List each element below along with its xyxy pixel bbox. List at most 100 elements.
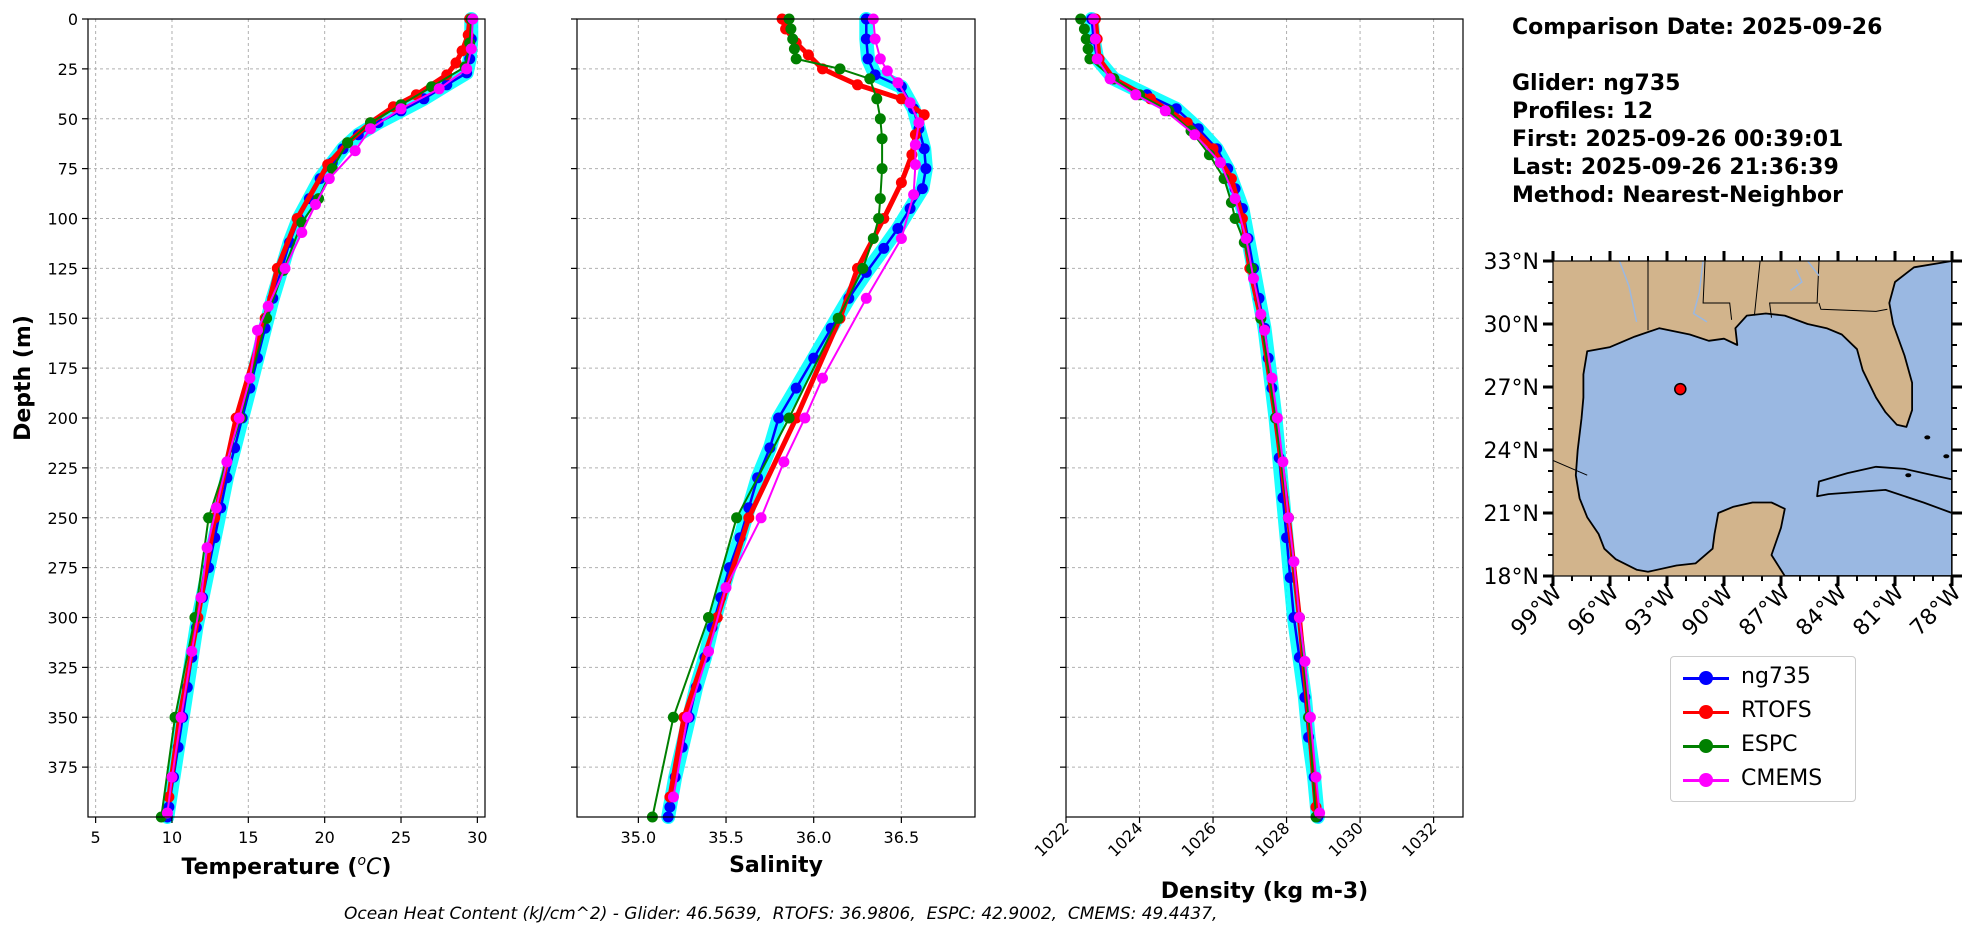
x-axis-label: Density (kg m-3) [1161,879,1369,904]
data-point-espc [1078,23,1090,35]
map-lat-label: 27°N [1484,376,1539,401]
last-profile-time: Last: 2025-09-26 21:36:39 [1512,155,1839,180]
x-tick-label: 1022 [1031,818,1073,860]
x-tick-label: 20 [314,828,334,847]
gulf-of-mexico-water [1574,261,1952,576]
info-spacer [1512,42,1882,70]
data-point-cmems [166,771,178,783]
first-profile-time: First: 2025-09-26 00:39:01 [1512,127,1844,152]
data-point-rtofs [743,512,755,524]
island-marker [1924,435,1931,440]
data-point-cmems [895,233,907,244]
data-point-cmems [881,65,893,77]
x-tick-label: 1030 [1325,818,1367,860]
island-marker [1905,473,1912,478]
data-point-cmems [1214,157,1226,169]
data-point-rtofs [852,79,863,91]
data-point-rtofs [802,49,814,61]
island-marker [1943,454,1950,459]
river [1807,261,1820,277]
y-tick-label: 100 [47,210,78,229]
data-point-cmems [210,502,222,514]
data-point-cmems [461,63,473,75]
map-frame [1552,260,1953,577]
legend-entry-rtofs: RTOFS [1679,697,1849,727]
x-tick-label: 25 [391,828,411,847]
x-tick-label: 35.5 [708,828,744,847]
data-point-rtofs [895,93,907,105]
legend-marker [1699,739,1713,753]
profile-count: Profiles: 12 [1512,99,1654,124]
data-point-cmems [1189,129,1201,141]
data-point-rtofs [918,109,930,121]
data-point-cmems [1288,556,1300,568]
data-point-espc [667,711,679,723]
y-tick-label: 0 [68,10,78,29]
y-axis-label: Depth (m) [11,315,36,441]
legend-label: CMEMS [1741,766,1823,791]
data-point-cmems [1259,324,1270,336]
data-point-cmems [262,300,274,312]
data-point-espc [1080,33,1092,45]
data-point-cmems [1248,272,1259,284]
data-point-cmems [1310,771,1322,783]
data-point-espc [731,512,743,524]
island-marker [1953,442,1959,446]
river [1790,269,1803,292]
data-point-cmems [817,372,828,384]
data-point-cmems [349,145,361,157]
political-border [1769,261,1820,318]
y-tick-label: 125 [47,259,78,278]
x-axis-label: Temperature (oC) [182,853,392,880]
map-lat-label: 21°N [1484,502,1539,527]
legend-marker [1699,671,1713,685]
data-point-espc [864,73,876,85]
data-point-cmems [244,372,256,384]
map-lon-label: 84°W [1792,580,1853,641]
x-tick-label: 1026 [1178,818,1220,860]
data-point-cmems [433,83,445,95]
data-point-cmems [778,456,790,468]
data-point-cmems [365,123,376,135]
data-point-espc [783,412,795,424]
data-point-cmems [186,645,198,657]
data-point-cmems [869,33,881,45]
x-tick-label: 5 [91,828,101,847]
x-tick-label: 1028 [1251,818,1293,860]
data-point-ng735 [878,242,890,254]
data-point-cmems [908,189,920,201]
salinity-panel: 35.0 35.5 36.0 36.5 Salinity [571,12,976,878]
data-point-espc [857,262,869,274]
data-point-ng735 [920,163,932,175]
legend-label: RTOFS [1741,698,1812,723]
series-line-cmems [166,18,474,814]
glider-name: Glider: ng735 [1512,71,1681,96]
x-tick-label: 36.5 [884,828,920,847]
map-lat-label: 24°N [1484,439,1539,464]
data-point-espc [832,312,844,324]
data-point-ng735 [773,412,785,424]
data-point-espc [874,113,886,125]
data-point-espc [342,137,354,149]
y-tick-label: 200 [47,409,78,428]
interpolation-method: Method: Nearest-Neighbor [1512,183,1843,208]
y-tick-label: 375 [47,758,78,777]
data-point-cmems [161,807,173,819]
legend-entry-cmems: CMEMS [1679,765,1849,795]
data-point-cmems [1089,33,1101,45]
data-point-cmems [233,412,245,424]
data-point-cmems [1266,372,1278,384]
data-point-cmems [1304,711,1316,723]
data-point-espc [874,193,886,205]
glider-location-map: 33°N30°N27°N24°N21°N18°N99°W96°W93°W90°W… [1484,250,1967,641]
x-tick-label: 1032 [1398,818,1440,860]
y-tick-label: 350 [47,708,78,727]
glider-location-marker [1674,382,1687,396]
river [1692,261,1708,323]
legend-marker [1699,705,1713,719]
x-tick-label: 36.0 [796,828,832,847]
data-point-espc [787,33,799,45]
y-tick-label: 300 [47,609,78,628]
data-point-cmems [296,227,308,238]
